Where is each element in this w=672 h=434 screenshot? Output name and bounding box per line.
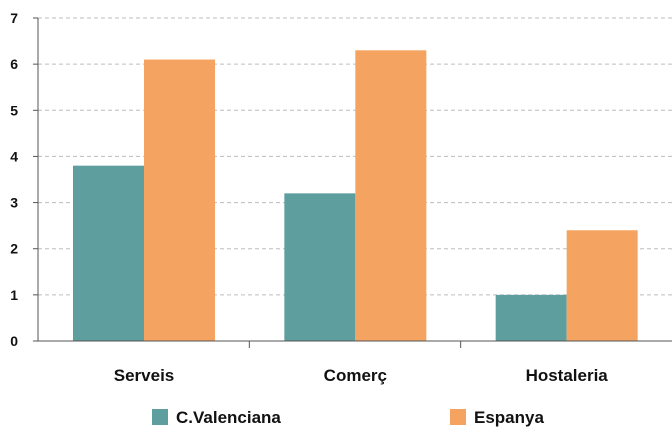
y-tick-label: 1 [10, 287, 18, 303]
bar-espanya-0 [144, 59, 215, 342]
bar-c-valenciana-1 [284, 193, 356, 341]
legend: C.Valenciana Espanya [152, 408, 544, 427]
y-tick-label: 5 [10, 102, 18, 118]
bar-c-valenciana-2 [495, 294, 567, 341]
legend-label: Espanya [474, 408, 544, 427]
x-category-label: Hostaleria [526, 366, 609, 385]
y-tick-label: 4 [10, 148, 18, 164]
y-tick-label: 0 [10, 333, 18, 349]
legend-swatch [152, 409, 168, 425]
y-tick-label: 6 [10, 56, 18, 72]
x-category-label: Comerç [324, 366, 387, 385]
bar-espanya-1 [355, 50, 427, 342]
y-tick-label: 3 [10, 195, 18, 211]
x-category-label: Serveis [114, 366, 175, 385]
bar-c-valenciana-0 [73, 165, 144, 341]
legend-swatch [450, 409, 466, 425]
y-tick-label: 7 [10, 10, 18, 26]
legend-label: C.Valenciana [176, 408, 281, 427]
bar-espanya-2 [566, 230, 638, 341]
axis-labels: 0 1 2 3 4 5 6 7 Serveis Comerç Hostaleria [10, 10, 608, 385]
bars [73, 50, 638, 342]
y-tick-label: 2 [10, 241, 18, 257]
axes [33, 17, 672, 348]
